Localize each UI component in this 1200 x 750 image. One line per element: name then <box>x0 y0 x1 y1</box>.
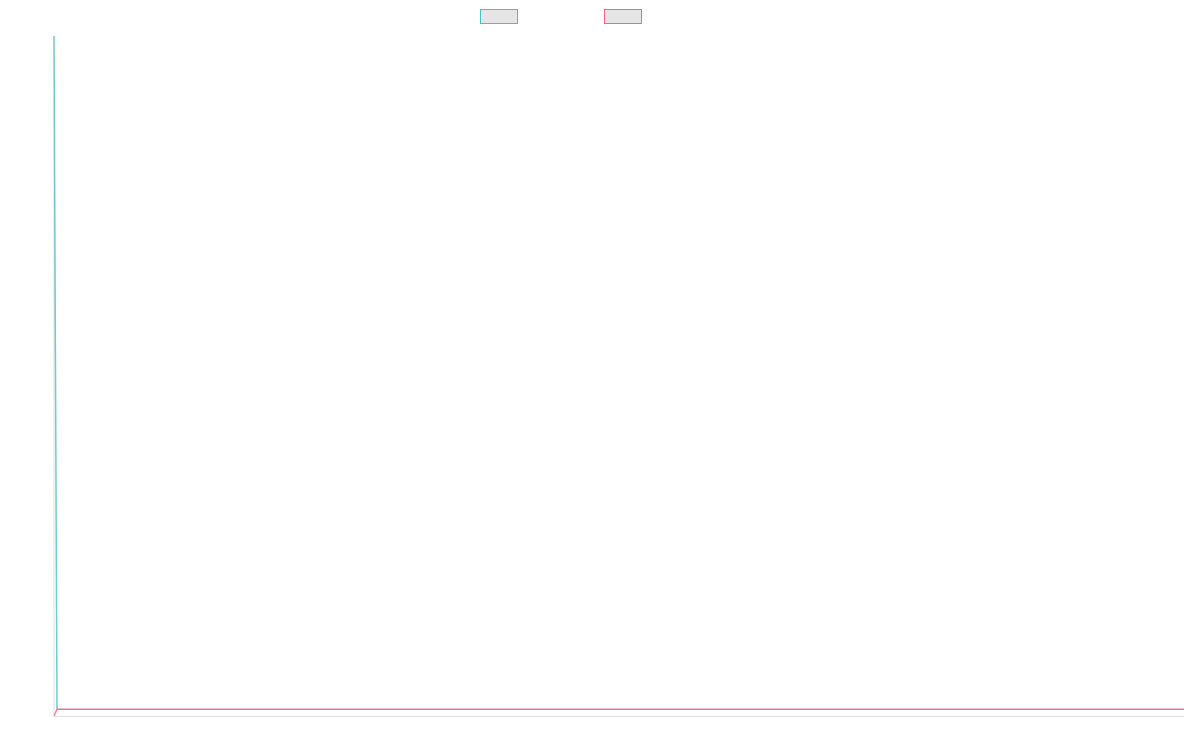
series-1-line <box>53 35 1184 710</box>
legend <box>0 9 1200 27</box>
legend-item-series-2[interactable] <box>604 9 648 24</box>
legend-swatch <box>480 9 518 24</box>
legend-swatch <box>604 9 642 24</box>
series-2-line <box>53 708 1184 717</box>
legend-item-series-1[interactable] <box>480 9 524 24</box>
